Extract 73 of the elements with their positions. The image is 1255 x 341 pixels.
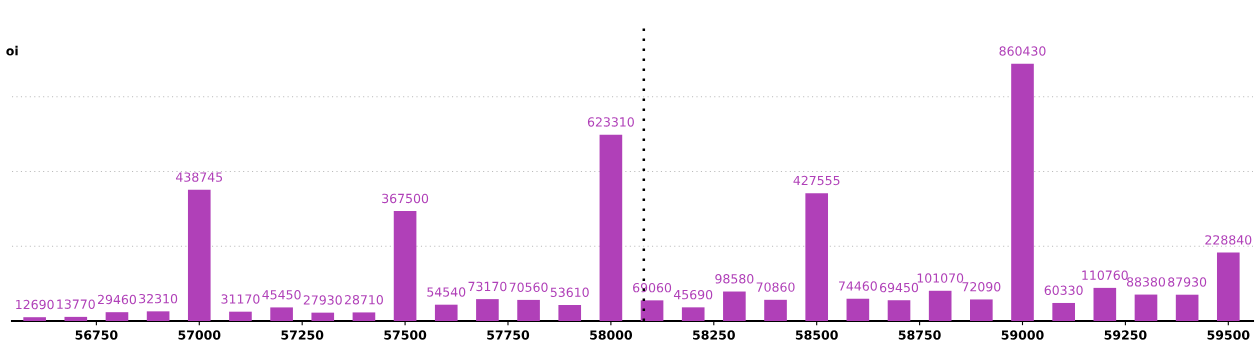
data-label: 12690 [16, 299, 54, 310]
data-label: 32310 [139, 293, 178, 304]
bar [187, 189, 211, 321]
bar [434, 304, 458, 321]
bar [1052, 302, 1075, 321]
bar [393, 211, 417, 321]
bar [846, 298, 870, 321]
data-label: 54540 [427, 287, 466, 297]
bar [805, 193, 829, 321]
x-tick-label: 58500 [795, 330, 838, 340]
x-tick-label: 59500 [1207, 330, 1250, 340]
data-label: 438745 [176, 172, 223, 182]
x-tick-label: 59250 [1104, 330, 1147, 340]
data-label: 72090 [962, 282, 1001, 292]
bar [311, 312, 335, 321]
data-label: 53610 [550, 287, 589, 297]
data-label: 87930 [1168, 277, 1207, 287]
bar [517, 299, 540, 321]
data-label: 74460 [839, 281, 877, 291]
data-label: 45690 [673, 289, 713, 300]
x-tick-label: 57000 [178, 330, 221, 340]
bar [352, 312, 376, 321]
bar [764, 299, 787, 321]
bar [229, 311, 252, 321]
bar [887, 300, 911, 321]
x-tick-label: 56750 [75, 330, 118, 340]
bar [270, 307, 293, 321]
data-label: 88380 [1126, 277, 1166, 287]
data-label: 860430 [999, 46, 1046, 56]
x-tick-label: 58000 [590, 330, 633, 340]
x-tick-label: 58250 [693, 330, 735, 340]
bar [640, 300, 664, 321]
bar [1011, 63, 1034, 321]
bar [970, 299, 993, 321]
bar [146, 311, 170, 321]
data-label: 101070 [917, 273, 964, 283]
bar [558, 304, 582, 321]
data-label: 27930 [303, 295, 342, 305]
data-label: 427555 [793, 175, 840, 186]
bar [928, 290, 952, 321]
bar [105, 312, 129, 321]
bar [1134, 294, 1158, 321]
data-label: 70560 [509, 282, 548, 292]
x-tick-label: 57750 [487, 330, 530, 340]
data-label: 45450 [262, 289, 301, 300]
data-label: 73170 [468, 281, 507, 292]
data-label: 13770 [57, 299, 95, 309]
bar [1093, 287, 1117, 321]
data-label: 28710 [344, 294, 383, 305]
data-label: 60330 [1044, 285, 1083, 295]
data-label: 29460 [97, 294, 137, 305]
bar [1216, 252, 1240, 321]
bar [681, 307, 705, 321]
y-axis-title: oi [6, 45, 18, 56]
x-tick-label: 57500 [384, 330, 427, 340]
data-label: 69450 [880, 282, 919, 293]
data-label: 623310 [587, 117, 634, 127]
x-tick-label: 59000 [1001, 330, 1044, 340]
x-tick-label: 57250 [281, 330, 324, 340]
bar [476, 299, 499, 321]
data-label: 367500 [382, 193, 429, 204]
data-label: 31170 [221, 294, 260, 304]
data-label: 69060 [633, 282, 672, 293]
bar [599, 134, 623, 321]
bar [64, 316, 88, 321]
x-tick-label: 58750 [898, 330, 941, 340]
bar [1175, 294, 1199, 321]
bar [23, 317, 46, 321]
data-label: 228840 [1205, 235, 1252, 245]
data-label: 110760 [1082, 270, 1128, 280]
data-label: 98580 [715, 274, 754, 284]
data-label: 70860 [756, 282, 795, 292]
bar [723, 291, 746, 321]
